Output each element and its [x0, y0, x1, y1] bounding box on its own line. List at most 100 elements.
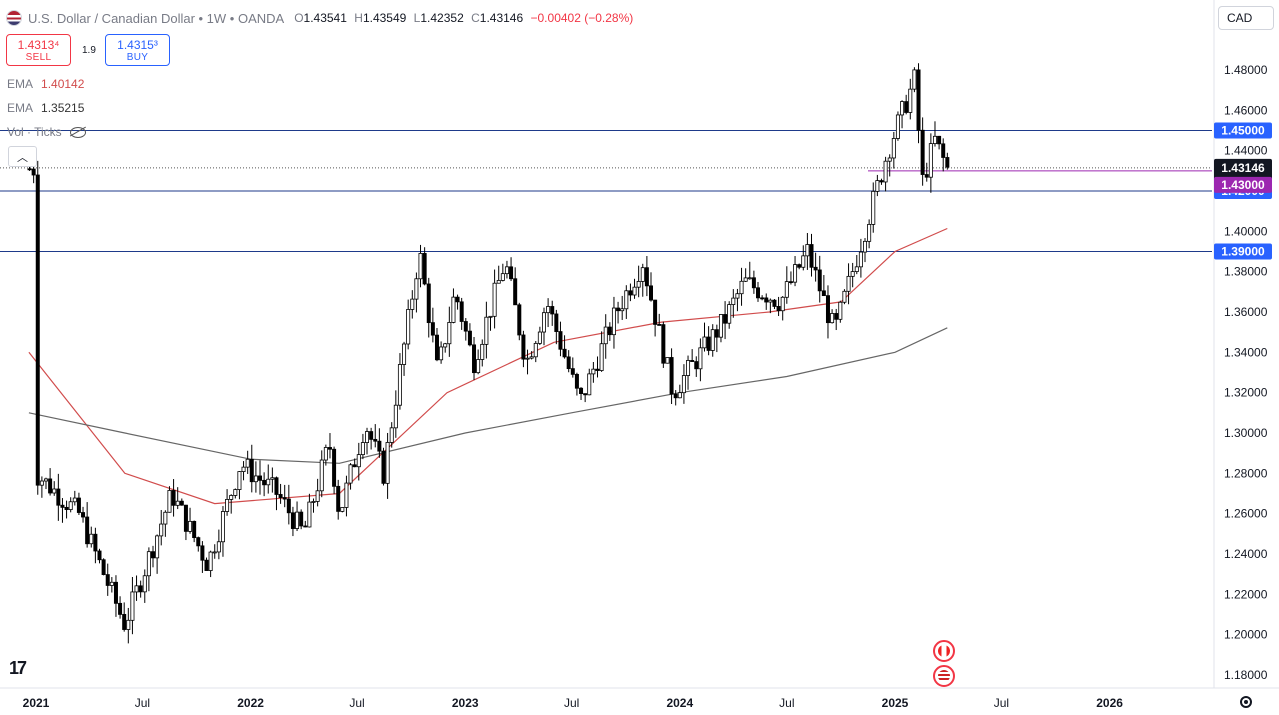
candle-body	[118, 602, 123, 615]
candle-body	[825, 295, 830, 324]
x-tick-label: 2025	[882, 696, 909, 710]
y-tick-label: 1.24000	[1224, 547, 1268, 561]
candle-body	[64, 506, 69, 510]
candle-body	[249, 458, 254, 483]
candle-body	[809, 244, 814, 268]
ema-slow-legend[interactable]: EMA 1.35215	[7, 101, 84, 115]
candle-body	[138, 585, 143, 593]
x-tick-label: Jul	[135, 696, 150, 710]
candle-body	[883, 160, 888, 183]
candle-body	[751, 277, 756, 289]
candle-body	[286, 498, 291, 514]
candle-body	[192, 520, 197, 539]
candle-body	[591, 368, 596, 375]
candle-body	[406, 309, 411, 345]
candle-body	[451, 296, 456, 323]
candle-body	[356, 454, 361, 468]
candle-body	[830, 313, 835, 324]
candle-body	[871, 190, 876, 225]
candle-body	[122, 613, 127, 630]
candle-body	[665, 357, 670, 364]
candle-body	[858, 251, 863, 268]
candle-body	[151, 551, 156, 559]
candle-body	[488, 315, 493, 318]
candle-body	[583, 393, 588, 396]
ema-fast-legend[interactable]: EMA 1.40142	[7, 77, 84, 91]
candle-body	[743, 277, 748, 282]
candle-body	[760, 297, 765, 300]
sell-button[interactable]: 1.4313⁴ SELL	[6, 34, 71, 66]
gear-icon[interactable]	[1240, 696, 1252, 708]
candle-body	[27, 168, 32, 171]
candle-body	[85, 516, 90, 545]
volume-legend[interactable]: Vol · Ticks	[7, 125, 86, 139]
candle-body	[369, 431, 374, 440]
candle-body	[89, 533, 94, 545]
y-tick-label: 1.36000	[1224, 305, 1268, 319]
candle-body	[941, 143, 946, 158]
candle-body	[126, 619, 131, 630]
x-tick-label: Jul	[349, 696, 364, 710]
eye-hidden-icon[interactable]	[69, 126, 86, 138]
candle-body	[788, 281, 793, 284]
candle-body	[229, 495, 234, 500]
ema-slow-name: EMA	[7, 101, 34, 115]
change-value: −0.00402 (−0.28%)	[530, 11, 634, 25]
candle-body	[43, 478, 48, 482]
candle-body	[496, 280, 501, 284]
candle-body	[681, 375, 686, 394]
hline-price-tag	[1214, 122, 1272, 139]
candle-body	[924, 174, 929, 178]
candle-body	[838, 301, 843, 320]
candle-body	[426, 283, 431, 324]
candle-body	[525, 357, 530, 360]
symbol-title[interactable]: U.S. Dollar / Canadian Dollar • 1W • OAN…	[28, 10, 285, 26]
y-tick-label: 1.48000	[1224, 63, 1268, 77]
candle-body	[360, 442, 365, 456]
candle-body	[381, 450, 386, 484]
candle-body	[509, 266, 514, 280]
candle-body	[155, 535, 160, 559]
candle-body	[537, 331, 542, 344]
candle-body	[718, 314, 723, 338]
canada-event-icon[interactable]	[933, 640, 955, 662]
y-tick-label: 1.34000	[1224, 345, 1268, 359]
candle-body	[558, 331, 563, 350]
high-value: 1.43549	[362, 11, 407, 25]
candle-body	[434, 334, 439, 361]
candle-body	[900, 101, 905, 116]
candle-body	[48, 478, 53, 494]
candle-body	[274, 477, 279, 495]
candle-body	[739, 280, 744, 295]
candle-body	[179, 500, 184, 506]
candle-body	[928, 143, 933, 178]
candle-body	[570, 368, 575, 375]
candle-body	[747, 277, 752, 280]
candle-body	[39, 480, 44, 486]
candle-body	[323, 447, 328, 461]
y-tick-label: 1.38000	[1224, 265, 1268, 279]
buy-button[interactable]: 1.4315³ BUY	[105, 34, 170, 66]
candle-body	[603, 326, 608, 345]
tradingview-logo-icon[interactable]: 17	[9, 658, 27, 679]
candle-body	[653, 299, 658, 325]
collapse-legend-button[interactable]: ︿	[8, 146, 37, 167]
candle-body	[439, 346, 444, 361]
us-event-icon[interactable]	[933, 665, 955, 687]
candle-body	[574, 373, 579, 389]
candle-body	[908, 88, 913, 113]
candle-body	[492, 282, 497, 317]
candle-body	[780, 296, 785, 312]
usd-flag-icon	[6, 10, 22, 26]
chevron-up-icon: ︿	[17, 151, 28, 164]
candle-body	[410, 298, 415, 310]
candle-body	[430, 322, 435, 336]
candle-body	[842, 290, 847, 303]
sell-price: 1.4313⁴	[17, 37, 60, 52]
candle-body	[768, 299, 773, 303]
ema-fast-name: EMA	[7, 77, 34, 91]
candle-body	[130, 591, 135, 621]
candle-body	[303, 525, 308, 528]
currency-selector[interactable]: CAD	[1218, 6, 1274, 30]
